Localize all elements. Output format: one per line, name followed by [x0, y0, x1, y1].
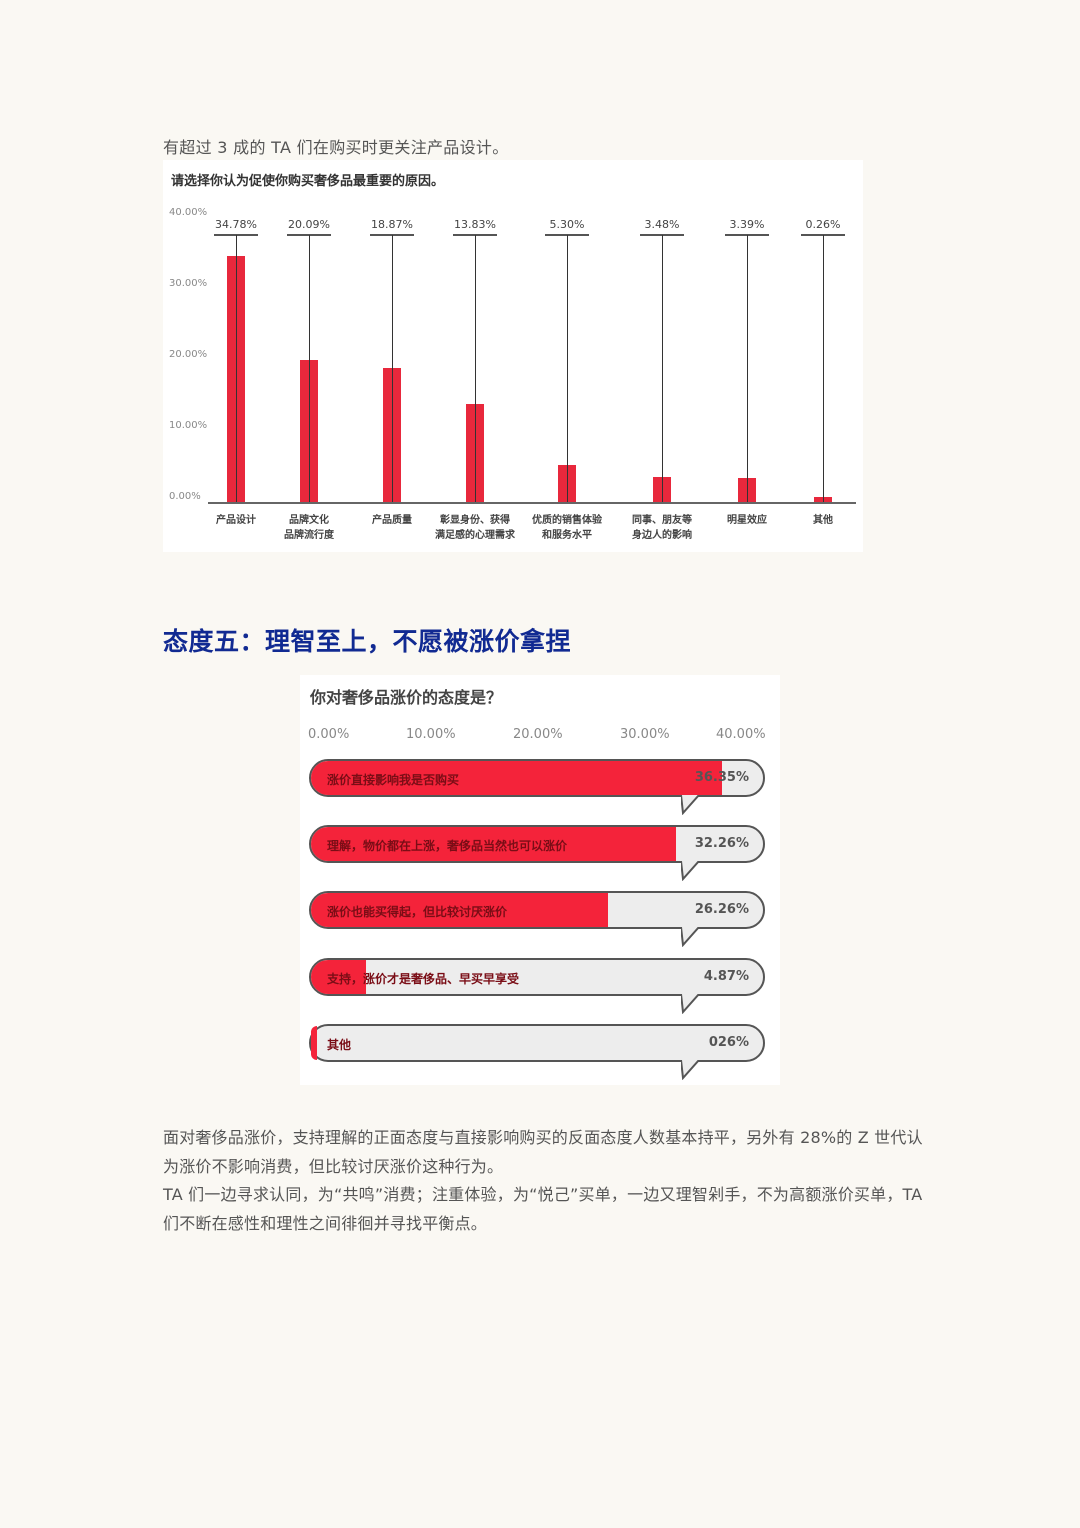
- category-label: 产品质量: [372, 515, 412, 526]
- category-label: 品牌文化 品牌流行度: [284, 515, 334, 541]
- intro-text: 有超过 3 成的 TA 们在购买时更关注产品设计。: [163, 138, 509, 157]
- y-tick: 10.00%: [169, 420, 208, 431]
- bar-column: 18.87% 产品质量: [370, 160, 414, 552]
- paragraph: 面对奢侈品涨价，支持理解的正面态度与直接影响购买的反面态度人数基本持平，另外有 …: [163, 1128, 923, 1176]
- option-label: 涨价直接影响我是否购买: [327, 773, 460, 787]
- category-label: 其他: [813, 515, 833, 526]
- stem-line: [308, 235, 310, 502]
- x-tick: 10.00%: [406, 727, 456, 742]
- percentage-label: 32.26%: [694, 836, 749, 851]
- bar-column: 0.26% 其他: [801, 160, 845, 552]
- chart-title: 你对奢侈品涨价的态度是？: [310, 688, 503, 707]
- x-axis-line: [208, 502, 856, 504]
- stem-line: [822, 235, 824, 502]
- bar-fill: [311, 893, 608, 927]
- stem-line: [661, 235, 663, 502]
- bar-column: 5.30% 优质的销售体验 和服务水平: [532, 160, 602, 552]
- attitude-bar: 其他 026%: [309, 1024, 765, 1080]
- option-label: 涨价也能买得起，但比较讨厌涨价: [327, 905, 508, 919]
- stem-line: [566, 235, 568, 502]
- bar-value-label: 5.30%: [549, 218, 585, 231]
- attitude-bar: 涨价直接影响我是否购买 36.35%: [309, 759, 765, 815]
- paragraph: TA 们一边寻求认同，为“共鸣”消费；注重体验，为“悦己”买单，一边又理智剁手，…: [163, 1185, 923, 1233]
- x-tick: 40.00%: [716, 727, 766, 742]
- bar-column: 34.78% 产品设计: [214, 160, 258, 552]
- bar-fill: [311, 761, 722, 795]
- attitude-bar: 支持，涨价才是奢侈品、早买早享受 4.87%: [309, 958, 765, 1014]
- speech-tail-icon: [681, 1060, 700, 1080]
- bar-value-label: 0.26%: [805, 218, 841, 231]
- y-tick: 30.00%: [169, 278, 208, 289]
- stem-line: [746, 235, 748, 502]
- purchase-reasons-chart: 请选择你认为促使你购买奢侈品最重要的原因。 40.00% 30.00% 20.0…: [163, 160, 863, 552]
- speech-tail-icon: [681, 795, 700, 815]
- bar-column: 3.48% 同事、朋友等 身边人的影响: [632, 160, 692, 552]
- bar-value-label: 34.78%: [215, 218, 257, 231]
- bar-column: 13.83% 彰显身份、获得 满足感的心理需求: [435, 160, 515, 552]
- option-label: 其他: [327, 1038, 352, 1052]
- price-attitude-chart: 你对奢侈品涨价的态度是？ 0.00% 10.00% 20.00% 30.00% …: [300, 675, 780, 1085]
- stem-line: [391, 235, 393, 502]
- category-label: 产品设计: [216, 515, 256, 526]
- bar-value-label: 3.39%: [729, 218, 765, 231]
- bar-column: 3.39% 明星效应: [725, 160, 769, 552]
- stem-line: [474, 235, 476, 502]
- category-label: 彰显身份、获得 满足感的心理需求: [435, 515, 515, 541]
- option-label: 支持，涨价才是奢侈品、早买早享受: [327, 972, 520, 986]
- percentage-label: 4.87%: [703, 969, 749, 984]
- bar-fill: [311, 960, 367, 994]
- percentage-label: 026%: [708, 1035, 749, 1050]
- percentage-label: 36.35%: [694, 770, 749, 785]
- y-tick: 40.00%: [169, 207, 208, 218]
- speech-tail-icon: [681, 994, 700, 1014]
- attitude-bar: 理解，物价都在上涨，奢侈品当然也可以涨价 32.26%: [309, 825, 765, 881]
- category-label: 同事、朋友等 身边人的影响: [632, 515, 692, 541]
- speech-tail-icon: [681, 927, 700, 947]
- stem-line: [235, 235, 237, 502]
- x-tick: 20.00%: [513, 727, 563, 742]
- y-tick: 0.00%: [169, 491, 201, 502]
- option-label: 理解，物价都在上涨，奢侈品当然也可以涨价: [327, 839, 568, 853]
- bar-value-label: 3.48%: [644, 218, 680, 231]
- bar-fill: [311, 827, 676, 861]
- bar-value-label: 20.09%: [288, 218, 330, 231]
- bar-value-label: 13.83%: [454, 218, 496, 231]
- bar-column: 20.09% 品牌文化 品牌流行度: [284, 160, 334, 552]
- attitude-bar: 涨价也能买得起，但比较讨厌涨价 26.26%: [309, 891, 765, 947]
- bar-value-label: 18.87%: [371, 218, 413, 231]
- speech-tail-icon: [681, 861, 700, 881]
- section-heading: 态度五：理智至上，不愿被涨价拿捏: [163, 627, 572, 656]
- category-label: 优质的销售体验 和服务水平: [532, 515, 602, 541]
- y-tick: 20.00%: [169, 349, 208, 360]
- body-text: 面对奢侈品涨价，支持理解的正面态度与直接影响购买的反面态度人数基本持平，另外有 …: [163, 1124, 923, 1238]
- category-label: 明星效应: [727, 515, 767, 526]
- percentage-label: 26.26%: [694, 902, 749, 917]
- bar-fill: [311, 1026, 317, 1060]
- chart-title: 请选择你认为促使你购买奢侈品最重要的原因。: [171, 174, 445, 189]
- x-tick: 0.00%: [308, 727, 350, 742]
- x-tick: 30.00%: [620, 727, 670, 742]
